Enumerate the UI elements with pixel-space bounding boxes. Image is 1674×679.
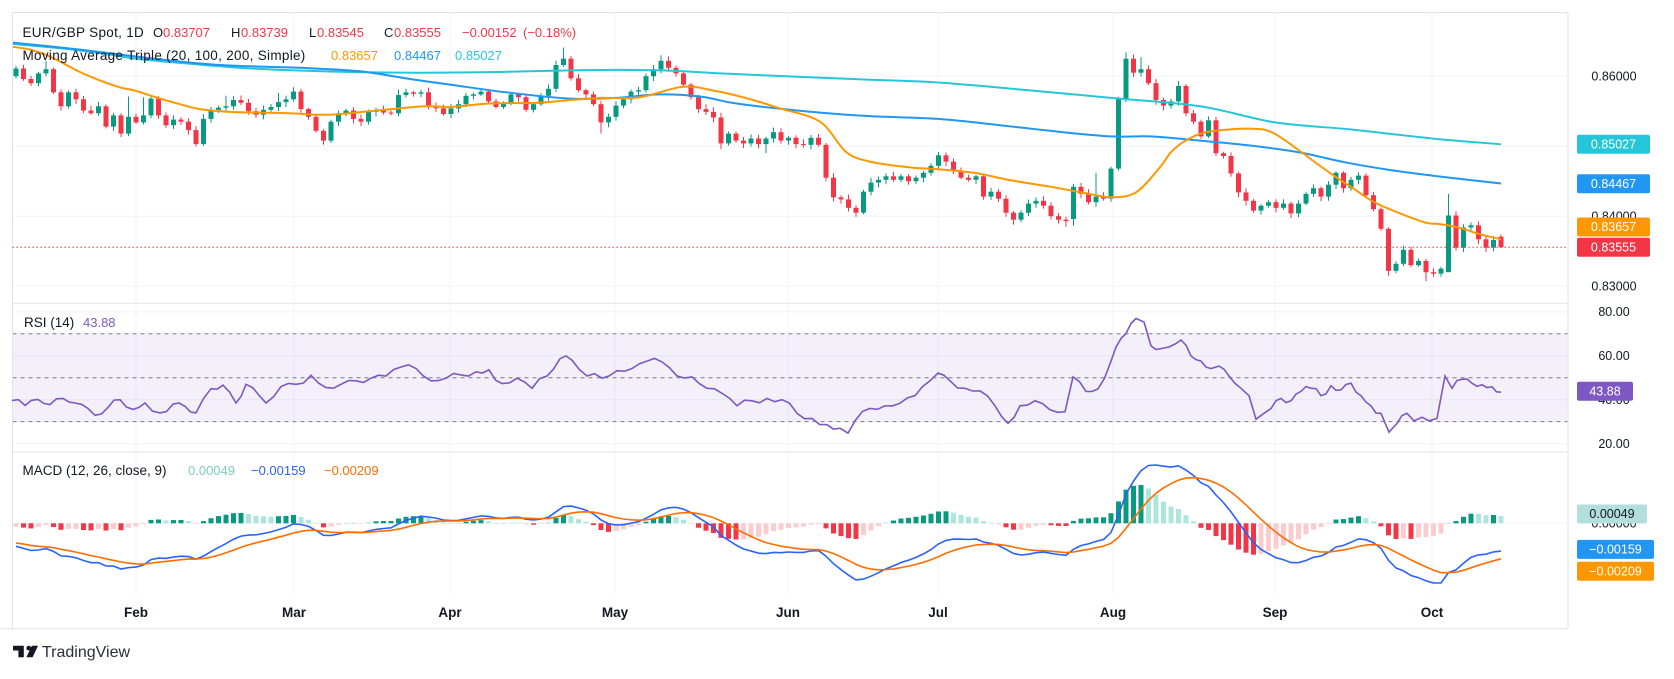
svg-text:C: C (384, 25, 393, 40)
svg-text:O: O (153, 25, 163, 40)
svg-text:Oct: Oct (1421, 605, 1444, 620)
svg-text:0.83739: 0.83739 (241, 25, 288, 40)
svg-text:−0.00159: −0.00159 (251, 463, 306, 478)
svg-text:Jun: Jun (776, 605, 800, 620)
svg-text:0.00049: 0.00049 (188, 463, 235, 478)
svg-text:0.83000: 0.83000 (1591, 279, 1636, 293)
svg-text:EUR/GBP Spot, 1D: EUR/GBP Spot, 1D (23, 25, 145, 40)
svg-text:0.83545: 0.83545 (317, 25, 364, 40)
svg-text:80.00: 80.00 (1598, 305, 1629, 319)
svg-text:Moving Average Triple (20, 100: Moving Average Triple (20, 100, 200, Sim… (23, 48, 306, 63)
svg-text:May: May (602, 605, 629, 620)
svg-text:0.83707: 0.83707 (163, 25, 210, 40)
svg-text:60.00: 60.00 (1598, 349, 1629, 363)
svg-text:0.86000: 0.86000 (1591, 69, 1636, 83)
svg-text:RSI (14): RSI (14) (24, 315, 74, 330)
svg-text:Feb: Feb (124, 605, 148, 620)
svg-text:0.84467: 0.84467 (1591, 177, 1636, 191)
svg-text:−0.00209: −0.00209 (1589, 564, 1642, 578)
svg-text:Jul: Jul (928, 605, 948, 620)
svg-text:MACD (12, 26, close, 9): MACD (12, 26, close, 9) (23, 463, 167, 478)
svg-text:−0.00152: −0.00152 (462, 25, 517, 40)
svg-text:(−0.18%): (−0.18%) (523, 25, 576, 40)
svg-text:Apr: Apr (438, 605, 462, 620)
svg-text:TradingView: TradingView (42, 644, 130, 661)
svg-text:0.83555: 0.83555 (394, 25, 441, 40)
svg-text:20.00: 20.00 (1598, 437, 1629, 451)
svg-text:−0.00159: −0.00159 (1589, 543, 1642, 557)
svg-text:0.84467: 0.84467 (394, 48, 441, 63)
svg-text:−0.00209: −0.00209 (324, 463, 379, 478)
svg-text:Aug: Aug (1100, 605, 1126, 620)
svg-text:H: H (231, 25, 240, 40)
svg-text:0.83657: 0.83657 (1591, 220, 1636, 234)
svg-text:0.83555: 0.83555 (1591, 241, 1636, 255)
svg-text:0.83657: 0.83657 (331, 48, 378, 63)
svg-text:0.00049: 0.00049 (1589, 507, 1634, 521)
svg-text:L: L (309, 25, 316, 40)
svg-text:43.88: 43.88 (1589, 385, 1620, 399)
svg-text:Mar: Mar (282, 605, 307, 620)
svg-text:Sep: Sep (1263, 605, 1288, 620)
svg-text:0.85027: 0.85027 (1591, 138, 1636, 152)
svg-text:0.85027: 0.85027 (455, 48, 502, 63)
svg-text:43.88: 43.88 (83, 315, 116, 330)
